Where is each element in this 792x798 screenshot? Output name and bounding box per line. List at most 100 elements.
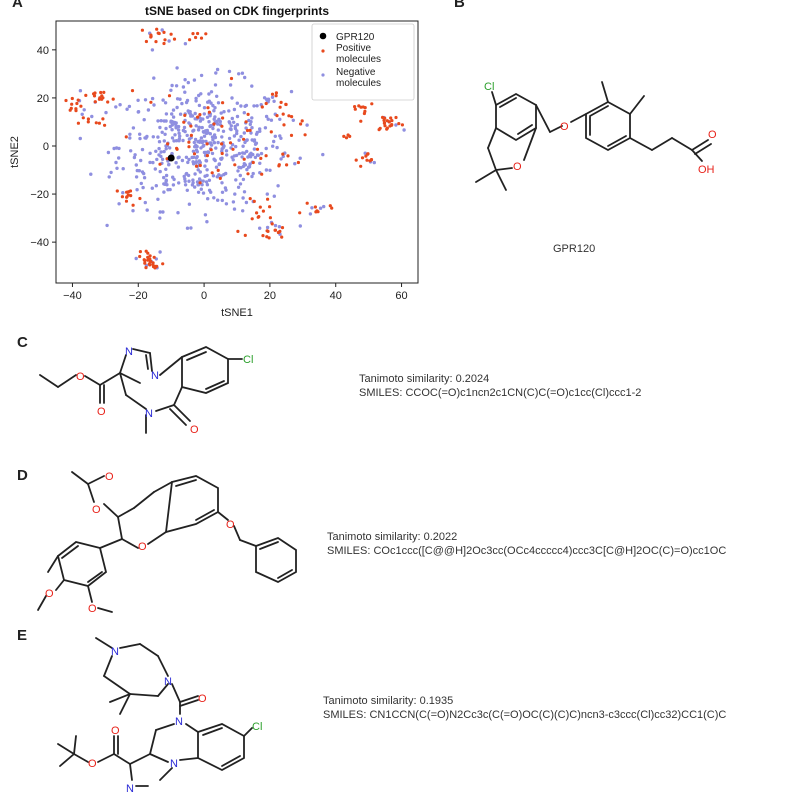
point-positive <box>270 92 275 96</box>
point-negative <box>279 157 283 161</box>
point-negative <box>216 128 220 132</box>
point-negative <box>372 160 376 165</box>
point-negative <box>153 167 157 171</box>
point-negative <box>178 112 183 116</box>
point-negative <box>219 157 223 161</box>
point-negative <box>170 136 175 140</box>
point-negative <box>178 134 182 138</box>
point-negative <box>321 152 325 157</box>
molecule-e-smiles: SMILES: CN1CCN(C(=O)N2Cc3c(C(=O)OC(C)(C)… <box>323 709 727 721</box>
point-positive <box>284 102 288 107</box>
atom-o-benzyl: O <box>226 519 235 531</box>
atom-n-diazepine: N <box>175 716 183 728</box>
point-negative <box>270 95 275 100</box>
point-positive <box>75 101 79 106</box>
atom-o-ester: O <box>76 371 85 383</box>
point-negative <box>160 157 165 161</box>
point-negative <box>164 126 168 131</box>
point-positive <box>363 109 367 113</box>
point-negative <box>322 204 326 209</box>
point-negative <box>232 134 237 138</box>
point-positive <box>290 115 294 119</box>
point-positive <box>273 228 278 232</box>
point-negative <box>155 157 159 162</box>
point-negative <box>118 103 122 107</box>
point-positive <box>192 152 197 156</box>
point-negative <box>235 101 239 105</box>
point-negative <box>248 153 252 157</box>
point-positive <box>161 262 165 266</box>
point-negative <box>177 139 181 143</box>
plot-frame <box>55 20 419 284</box>
point-positive <box>389 116 393 120</box>
point-negative <box>134 256 138 261</box>
point-negative <box>244 138 249 143</box>
point-positive <box>86 117 90 121</box>
point-negative <box>164 112 169 116</box>
point-negative <box>205 220 209 224</box>
point-negative <box>187 121 191 125</box>
point-negative <box>230 116 234 121</box>
point-negative <box>224 149 229 153</box>
point-positive <box>148 254 152 258</box>
point-positive <box>81 116 85 120</box>
point-negative <box>234 178 238 182</box>
point-negative <box>235 114 240 119</box>
point-negative <box>250 116 254 120</box>
point-negative <box>199 136 204 140</box>
point-negative <box>243 163 248 167</box>
point-negative <box>151 160 155 165</box>
point-negative <box>291 118 295 123</box>
point-negative <box>139 181 143 186</box>
point-positive <box>84 93 88 97</box>
point-negative <box>164 167 168 171</box>
point-negative <box>253 155 258 160</box>
point-negative <box>258 129 262 133</box>
point-negative <box>197 177 202 181</box>
point-negative <box>198 160 202 165</box>
point-negative <box>184 171 189 176</box>
point-positive <box>303 133 307 137</box>
molecule-d-smiles: SMILES: COc1ccc([C@@H]2Oc3cc(OCc4ccccc4)… <box>327 545 727 557</box>
point-negative <box>266 117 270 121</box>
point-negative <box>209 101 213 105</box>
point-positive <box>382 121 387 125</box>
point-positive <box>246 172 250 176</box>
point-positive <box>278 105 282 109</box>
point-positive <box>68 108 72 112</box>
legend-label-gpr120: GPR120 <box>336 32 375 43</box>
x-tick-label: −40 <box>63 290 82 302</box>
point-positive <box>280 235 284 239</box>
point-negative <box>159 150 163 154</box>
point-negative <box>181 138 185 143</box>
point-negative <box>207 92 211 96</box>
point-positive <box>236 229 240 233</box>
point-positive <box>264 101 268 106</box>
point-negative <box>174 161 178 165</box>
point-positive <box>205 142 209 146</box>
point-positive <box>70 102 74 106</box>
point-positive <box>275 114 279 118</box>
point-positive <box>175 146 179 150</box>
point-negative <box>243 104 247 109</box>
point-negative <box>205 183 210 187</box>
molecule-c: O O N N N O Cl <box>39 346 253 436</box>
point-positive <box>143 261 147 265</box>
point-negative <box>242 190 247 194</box>
point-negative <box>115 166 119 170</box>
point-negative <box>231 200 236 204</box>
point-negative <box>157 140 162 144</box>
point-negative <box>127 104 132 109</box>
point-negative <box>128 132 132 136</box>
point-negative <box>230 96 234 100</box>
point-negative <box>152 76 156 80</box>
point-positive <box>76 98 80 102</box>
point-negative <box>203 213 208 217</box>
point-negative <box>141 185 145 190</box>
point-negative <box>172 177 176 182</box>
point-negative <box>217 162 221 167</box>
point-negative <box>171 183 176 187</box>
point-positive <box>385 119 389 123</box>
point-positive <box>64 98 68 103</box>
point-negative <box>241 177 246 182</box>
